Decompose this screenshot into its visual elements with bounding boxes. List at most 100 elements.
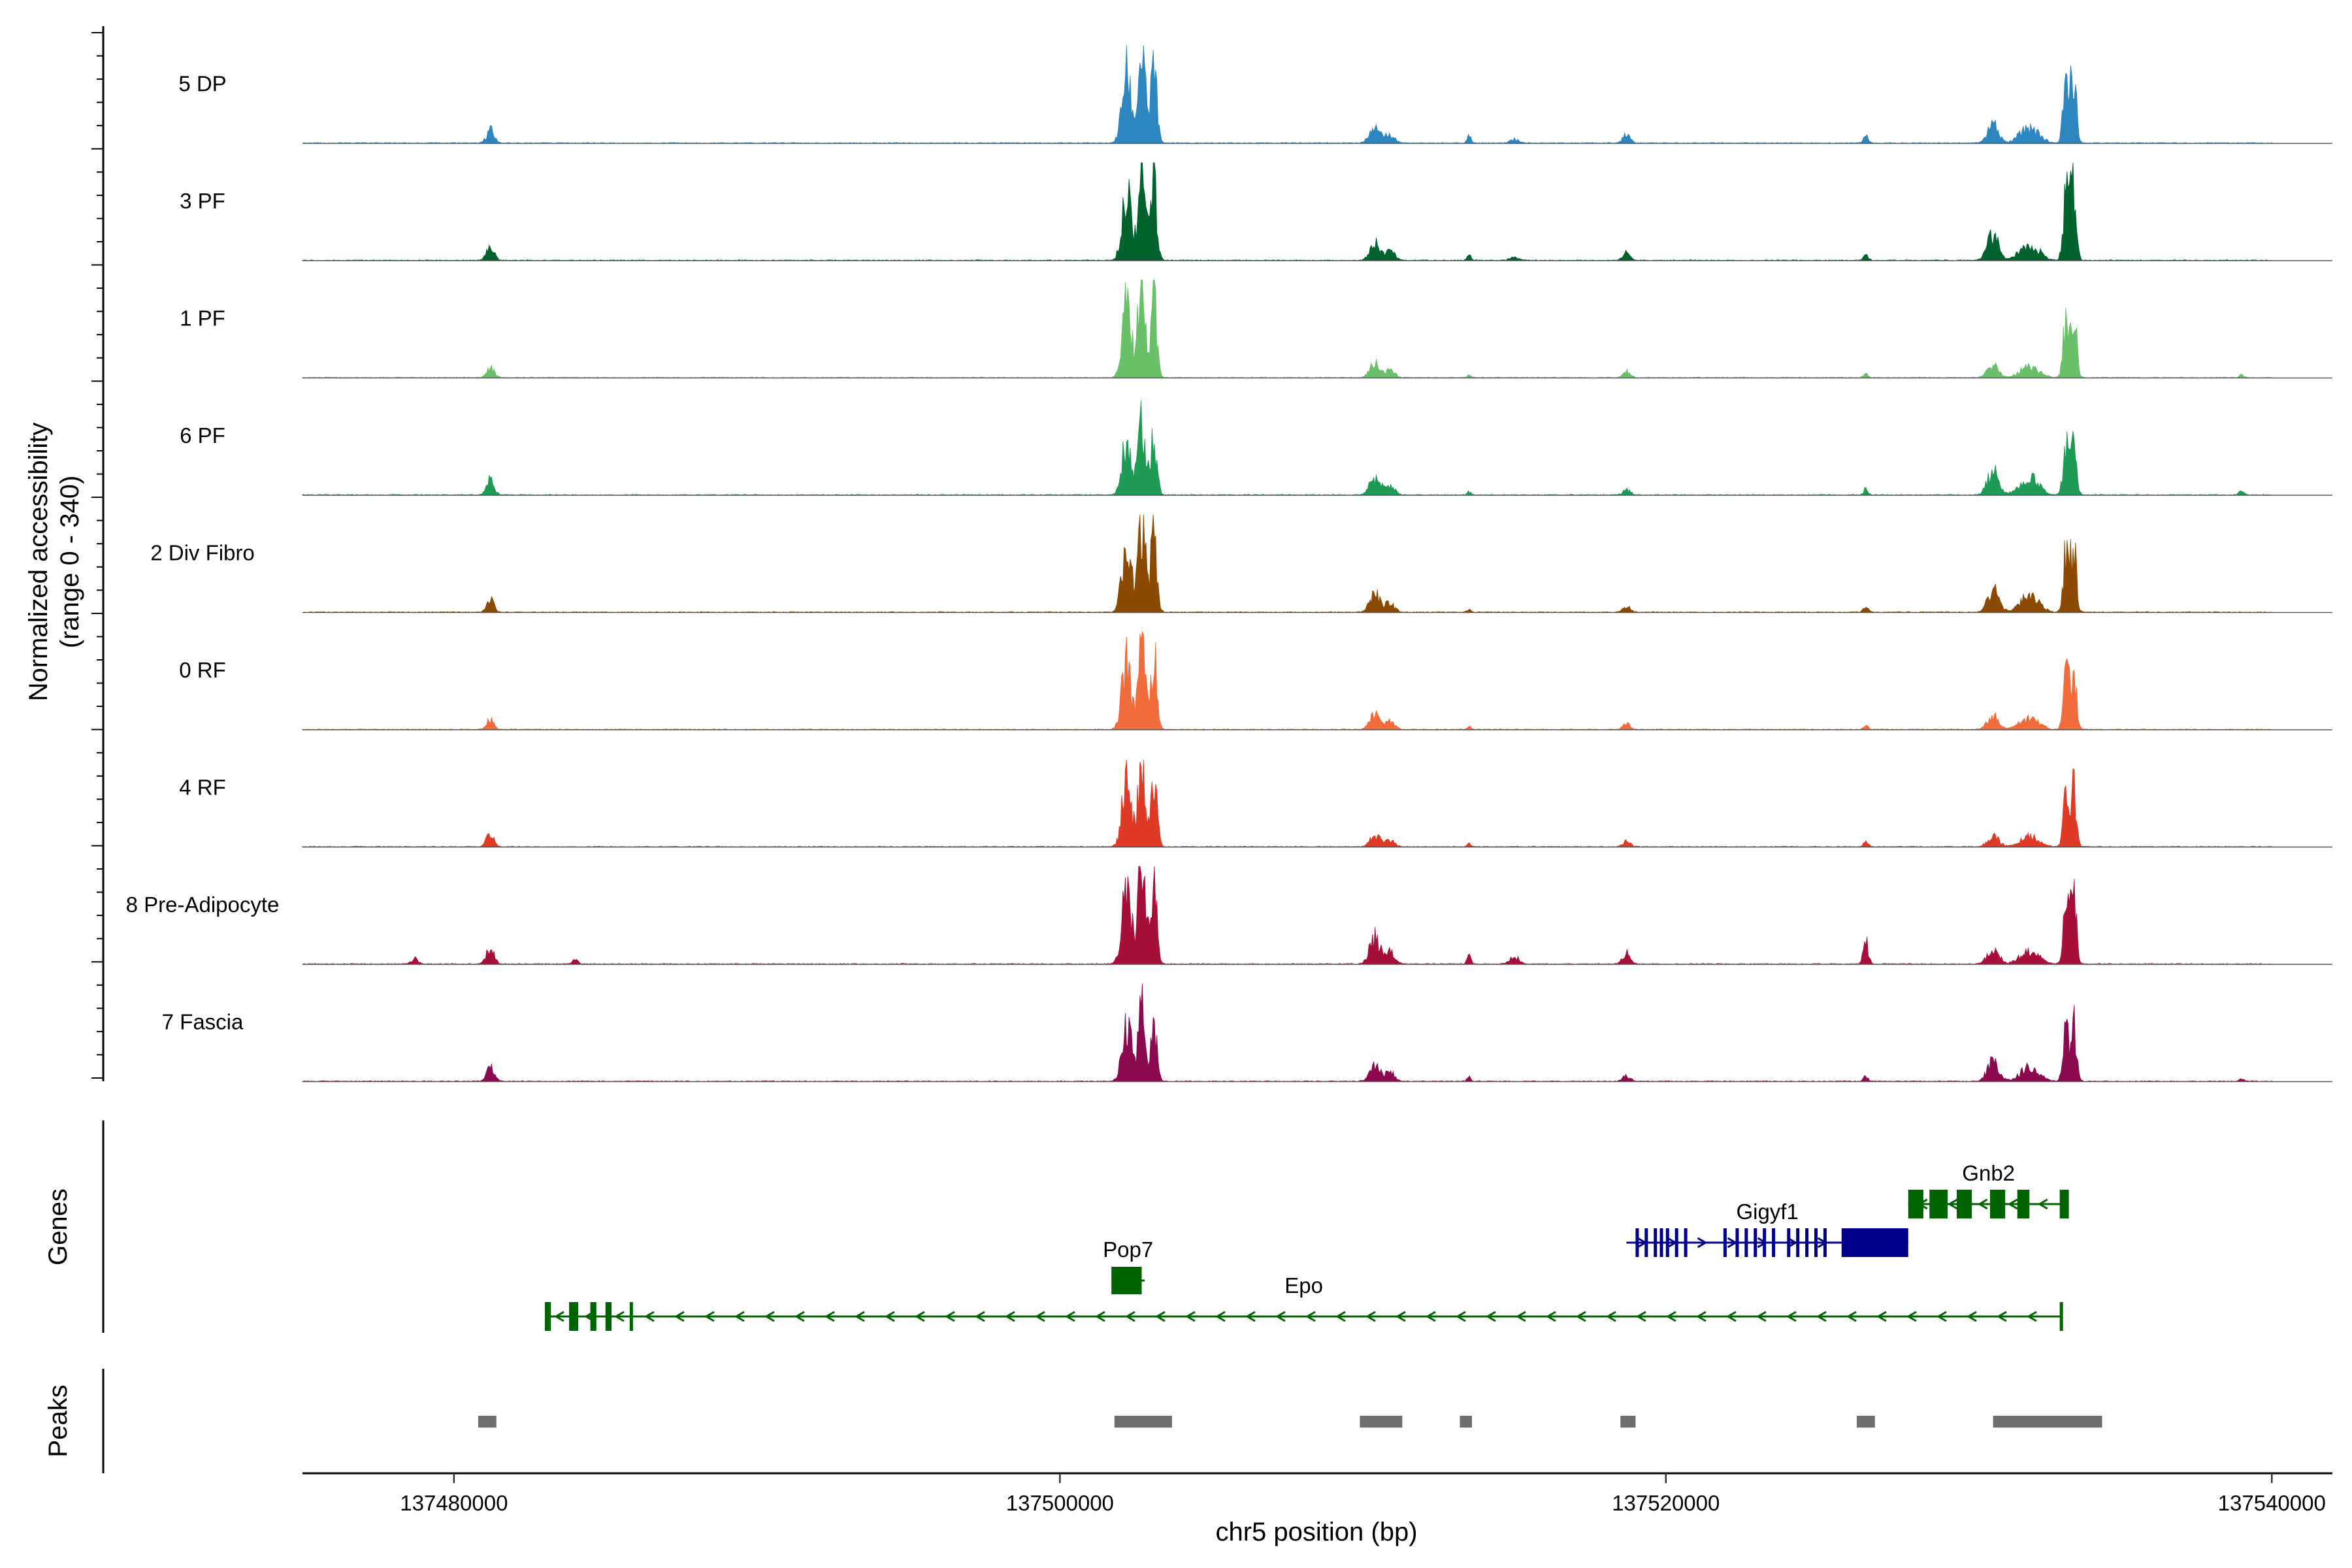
gene-exon (1796, 1228, 1800, 1257)
gene-epo: Epo (544, 1273, 2063, 1331)
x-axis: 137480000 137500000 137520000 137540000 (302, 1472, 2332, 1515)
strand-arrow (825, 1311, 835, 1322)
track-label: 6 PF (180, 423, 225, 448)
peak-region (1360, 1416, 1403, 1428)
gene-exon (1814, 1228, 1818, 1257)
strand-arrow (1396, 1311, 1406, 1322)
strand-arrow (1065, 1311, 1075, 1322)
gene-exon (1754, 1228, 1757, 1257)
strand-arrow (1606, 1311, 1616, 1322)
x-tick-label: 137480000 (400, 1491, 508, 1515)
peak-region (1620, 1416, 1636, 1428)
gene-exon (2017, 1190, 2030, 1218)
strand-arrow (1426, 1311, 1436, 1322)
gene-exon (1763, 1228, 1767, 1257)
strand-arrow (1906, 1311, 1917, 1322)
strand-arrow (794, 1311, 805, 1322)
strand-arrow (554, 1311, 564, 1322)
gene-label: Epo (1284, 1273, 1323, 1298)
strand-arrow (1456, 1311, 1466, 1322)
peak-regions-track (478, 1416, 2102, 1428)
gene-exon (629, 1302, 633, 1331)
strand-arrow (2007, 1198, 2018, 1210)
coverage-area (302, 983, 2272, 1082)
gene-exon (1805, 1228, 1809, 1257)
coverage-area (302, 630, 2272, 730)
track-label: 8 Pre-Adipocyte (126, 892, 280, 917)
gene-exon (1772, 1228, 1776, 1257)
gene-exon (2059, 1190, 2069, 1218)
gene-exon (1929, 1190, 1948, 1218)
strand-arrow (1876, 1311, 1887, 1322)
strand-arrow (2037, 1198, 2048, 1210)
strand-arrow (1125, 1311, 1135, 1322)
left-axes (91, 26, 105, 1473)
strand-arrow (1365, 1311, 1376, 1322)
strand-arrow (1666, 1311, 1676, 1322)
track-label: 4 RF (179, 776, 226, 800)
strand-arrow (1305, 1311, 1316, 1322)
x-tick-label: 137500000 (1006, 1491, 1114, 1515)
gene-exon (1111, 1267, 1142, 1294)
strand-arrow (975, 1311, 985, 1322)
track-6-pf: 6 PF (180, 400, 2332, 496)
gene-exon (1744, 1228, 1748, 1257)
track-1-pf: 1 PF (180, 280, 2332, 379)
genes-panel-label: Genes (44, 1188, 73, 1266)
gene-exon (1654, 1228, 1658, 1257)
track-5-dp: 5 DP (178, 45, 2332, 144)
peaks-panel-label: Peaks (44, 1384, 73, 1457)
strand-arrow (764, 1311, 775, 1322)
strand-arrow (704, 1311, 715, 1322)
coverage-area (302, 866, 2272, 965)
track-label: 2 Div Fibro (150, 541, 255, 565)
strand-arrow (1967, 1311, 1977, 1322)
strand-arrow (855, 1311, 865, 1322)
strand-arrow (1546, 1311, 1556, 1322)
strand-arrow (1787, 1237, 1798, 1249)
gene-exon (1644, 1228, 1648, 1257)
track-3-pf: 3 PF (180, 162, 2332, 261)
gene-exon (2059, 1302, 2063, 1331)
gene-exon (1674, 1228, 1678, 1257)
coverage-tracks: 5 DP 3 PF 1 PF 6 PF 2 Div Fibro 0 RF 4 RF 8 Pre… (126, 45, 2332, 1083)
gene-exon (1989, 1190, 2006, 1218)
y-axis-label-line1: Normalized accessibility (24, 423, 53, 702)
track-8-pre-adipocyte: 8 Pre-Adipocyte (126, 866, 2332, 965)
coverage-area (302, 280, 2272, 378)
strand-arrow (1095, 1311, 1105, 1322)
gene-gnb2: Gnb2 (1908, 1161, 2069, 1218)
track-label: 0 RF (179, 658, 226, 682)
gene-label: Gnb2 (1962, 1161, 2015, 1185)
x-tick-label: 137520000 (1612, 1491, 1720, 1515)
gene-gigyf1: Gigyf1 (1626, 1200, 1908, 1257)
track-label: 3 PF (180, 189, 225, 213)
gene-exon (1956, 1190, 1972, 1218)
strand-arrow (1576, 1311, 1586, 1322)
strand-arrow (1786, 1311, 1797, 1322)
strand-arrow (1846, 1311, 1857, 1322)
x-tick-label: 137540000 (2218, 1491, 2326, 1515)
x-axis-label: chr5 position (bp) (1215, 1518, 1417, 1546)
track-label: 7 Fascia (162, 1010, 244, 1034)
strand-arrow (1697, 1237, 1708, 1249)
strand-arrow (614, 1311, 625, 1322)
strand-arrow (734, 1311, 745, 1322)
gene-exon (544, 1302, 551, 1331)
coverage-area (302, 400, 2272, 496)
strand-arrow (1335, 1311, 1346, 1322)
coverage-area (302, 162, 2272, 261)
peak-region (1114, 1416, 1172, 1428)
track-0-rf: 0 RF (179, 630, 2332, 730)
track-4-rf: 4 RF (179, 759, 2332, 848)
gene-exon (1823, 1228, 1827, 1257)
strand-arrow (1516, 1311, 1526, 1322)
gene-exon (605, 1302, 612, 1331)
strand-arrow (1726, 1311, 1737, 1322)
strand-arrow (1636, 1311, 1646, 1322)
strand-arrow (674, 1311, 685, 1322)
track-label: 5 DP (178, 72, 226, 96)
strand-arrow (1486, 1311, 1496, 1322)
gene-exon (1787, 1228, 1791, 1257)
